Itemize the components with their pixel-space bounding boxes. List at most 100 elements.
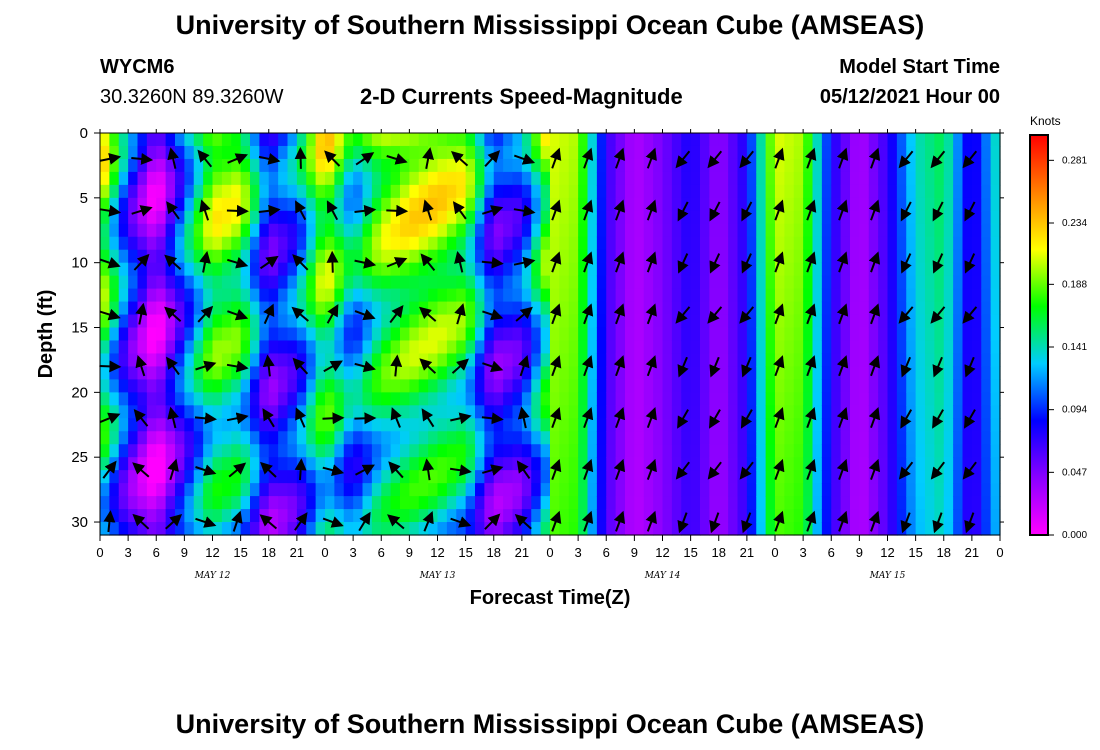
heatmap-cell [662, 522, 673, 536]
heatmap-cell [371, 158, 382, 173]
heatmap-cell [184, 133, 195, 147]
heatmap-cell [475, 133, 485, 147]
heatmap-cell [896, 405, 907, 419]
x-tick-label: 6 [603, 545, 610, 560]
heatmap-cell [221, 379, 232, 393]
current-arrow [164, 306, 182, 322]
heatmap-cell [550, 133, 560, 147]
heatmap-cell [306, 236, 317, 251]
heatmap-cell [681, 457, 692, 471]
heatmap-cell [625, 197, 635, 212]
heatmap-cell [268, 353, 279, 368]
heatmap-cell [559, 418, 570, 432]
heatmap-cell [381, 418, 392, 432]
current-arrow [739, 461, 754, 480]
heatmap-cell [850, 210, 860, 225]
heatmap-cell [315, 275, 326, 290]
heatmap-cell [756, 184, 767, 199]
heatmap-cell [784, 366, 795, 380]
heatmap-cell [362, 301, 373, 316]
heatmap-cell [475, 327, 485, 342]
heatmap-cell [521, 145, 532, 160]
heatmap-cell [709, 509, 720, 523]
heatmap-cell [456, 405, 467, 419]
heatmap-cell [156, 236, 167, 251]
heatmap-cell [925, 392, 935, 406]
heatmap-cell [746, 496, 757, 510]
heatmap-cell [821, 158, 832, 173]
heatmap-cell [756, 431, 767, 445]
heatmap-cell [400, 509, 410, 523]
heatmap-cell [756, 470, 767, 484]
heatmap-cell [231, 483, 242, 497]
heatmap-cell [259, 249, 270, 264]
heatmap-cell [943, 522, 954, 536]
current-arrow [804, 303, 817, 325]
heatmap-cell [596, 236, 607, 251]
heatmap-cell [718, 340, 729, 355]
heatmap-cell [231, 197, 242, 212]
heatmap-cell [456, 210, 467, 225]
heatmap-cell [653, 236, 664, 251]
heatmap-cell [221, 301, 232, 316]
heatmap-cell [390, 340, 401, 355]
heatmap-cell [812, 314, 823, 329]
heatmap-cell [990, 483, 1001, 497]
heatmap-cell [128, 184, 139, 199]
heatmap-cell [315, 418, 326, 432]
heatmap-cell [700, 158, 710, 173]
heatmap-cell [765, 340, 776, 355]
heatmap-cell [353, 444, 364, 458]
current-arrow [932, 356, 944, 378]
heatmap-cell [381, 275, 392, 290]
heatmap-cell [100, 379, 110, 393]
heatmap-cell [156, 249, 167, 264]
current-arrow [613, 510, 626, 532]
heatmap-cell [953, 171, 964, 186]
heatmap-cell [690, 223, 701, 238]
heatmap-cell [503, 133, 514, 147]
heatmap-cell [521, 171, 532, 186]
heatmap-cell [568, 457, 579, 471]
heatmap-cell [756, 496, 767, 510]
model-start-value: 05/12/2021 Hour 00 [819, 86, 1000, 108]
heatmap-cell [118, 288, 129, 303]
heatmap-cell [362, 262, 373, 277]
heatmap-cell [887, 210, 898, 225]
heatmap-cell [784, 262, 795, 277]
heatmap-cell [887, 366, 898, 380]
heatmap-cell [221, 509, 232, 523]
heatmap-cell [315, 184, 326, 199]
heatmap-cell [175, 301, 185, 316]
heatmap-cell [231, 171, 242, 186]
heatmap-cell [287, 236, 298, 251]
heatmap-cell [746, 236, 757, 251]
heatmap-cell [109, 314, 120, 329]
heatmap-cell [690, 457, 701, 471]
heatmap-cell [353, 496, 364, 510]
heatmap-cell [334, 431, 345, 445]
heatmap-cell [156, 301, 167, 316]
heatmap-cell [540, 444, 551, 458]
heatmap-cell [615, 262, 626, 277]
heatmap-cell [850, 353, 860, 368]
heatmap-cell [287, 444, 298, 458]
heatmap-cell [821, 288, 832, 303]
heatmap-cell [821, 184, 832, 199]
heatmap-cell [934, 457, 945, 471]
heatmap-cell [109, 236, 120, 251]
current-arrow [707, 150, 723, 169]
heatmap-cell [662, 236, 673, 251]
heatmap-cell [587, 418, 598, 432]
heatmap-cell [559, 145, 570, 160]
heatmap-cell [268, 145, 279, 160]
heatmap-cell [137, 522, 148, 536]
heatmap-cell [840, 171, 851, 186]
heatmap-cell [915, 509, 926, 523]
heatmap-cell [906, 509, 917, 523]
current-arrow [354, 412, 377, 425]
heatmap-cell [981, 327, 992, 342]
heatmap-cell [878, 249, 889, 264]
heatmap-cell [700, 444, 710, 458]
heatmap-cell [540, 158, 551, 173]
